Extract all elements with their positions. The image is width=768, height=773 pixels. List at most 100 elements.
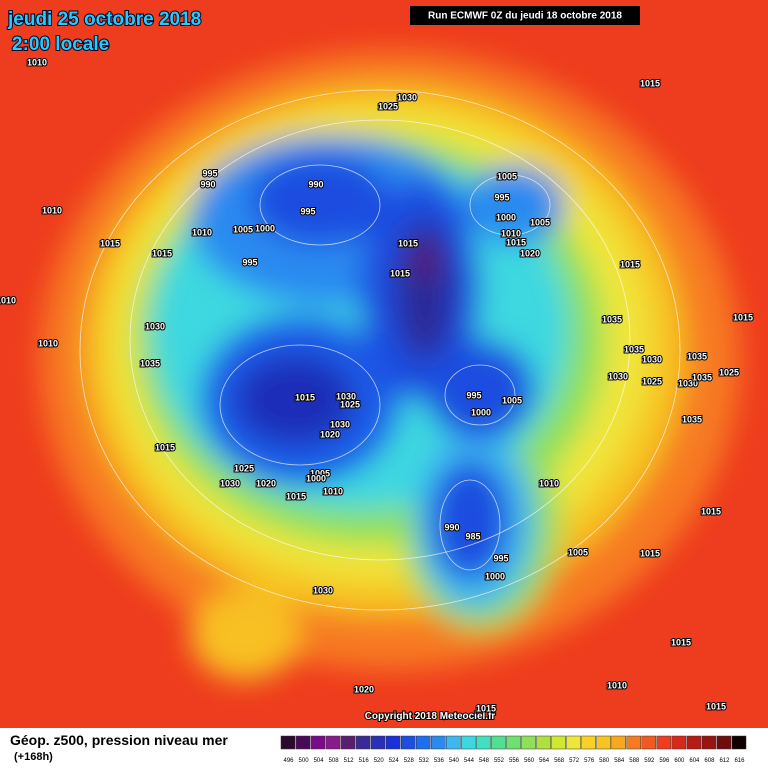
pressure-label: 1000: [255, 223, 275, 233]
legend-value: 524: [389, 758, 400, 764]
legend-value: 572: [569, 758, 580, 764]
legend-value: 592: [644, 758, 655, 764]
legend-swatch: [355, 735, 371, 750]
pressure-label: 995: [493, 553, 508, 563]
legend-value: 540: [449, 758, 460, 764]
pressure-label: 1035: [624, 344, 644, 354]
legend-swatch: [611, 735, 626, 750]
pressure-label: 1010: [27, 57, 47, 67]
legend-value: 584: [614, 758, 625, 764]
pressure-label: 1025: [719, 367, 739, 377]
lead-time: (+168h): [14, 751, 53, 763]
pressure-label: 1005: [568, 547, 588, 557]
legend-swatch: [385, 735, 401, 750]
pressure-label: 1015: [640, 548, 660, 558]
legend-swatch: [370, 735, 386, 750]
pressure-label: 995: [466, 390, 481, 400]
pressure-label: 1020: [354, 684, 374, 694]
pressure-label: 1015: [398, 238, 418, 248]
legend-value: 496: [284, 758, 295, 764]
pressure-label: 985: [465, 531, 480, 541]
date: jeudi 25 octobre 2018: [7, 9, 201, 30]
legend-value: 532: [419, 758, 430, 764]
pressure-label: 1010: [323, 486, 343, 496]
pressure-label: 1030: [678, 378, 698, 388]
legend-swatch: [310, 735, 326, 750]
legend-value: 536: [434, 758, 445, 764]
legend-value: 580: [599, 758, 610, 764]
legend-swatch: [551, 735, 566, 750]
pressure-label: 1035: [687, 351, 707, 361]
legend-value: 528: [404, 758, 415, 764]
legend-swatch: [491, 735, 506, 750]
pressure-label: 1015: [152, 248, 172, 258]
pressure-label: 1015: [733, 312, 753, 322]
legend-value: 512: [344, 758, 355, 764]
pressure-label: 1035: [602, 314, 622, 324]
legend-swatch: [716, 735, 732, 750]
legend-swatch: [506, 735, 521, 750]
run-banner: [410, 6, 640, 25]
legend-swatch: [416, 735, 431, 750]
legend-swatch: [431, 735, 446, 750]
run-info: Run ECMWF 0Z du jeudi 18 octobre 2018: [428, 11, 622, 22]
legend-swatch: [401, 735, 416, 750]
legend-value: 596: [659, 758, 670, 764]
legend-swatch: [325, 735, 341, 750]
pressure-label: 1015: [390, 268, 410, 278]
legend-swatch: [446, 735, 461, 750]
pressure-label: 1005: [530, 217, 550, 227]
pressure-label: 1000: [485, 571, 505, 581]
legend-value: 564: [539, 758, 550, 764]
legend-value: 568: [554, 758, 565, 764]
pressure-label: 1030: [642, 354, 662, 364]
legend-value: 548: [479, 758, 490, 764]
pressure-label: 1010: [42, 205, 62, 215]
legend-swatch: [671, 735, 687, 750]
pressure-label: 1010: [607, 680, 627, 690]
pressure-label: 1005: [502, 395, 522, 405]
pressure-label: 995: [300, 206, 315, 216]
pressure-label: 995: [242, 257, 257, 267]
pressure-label: 1025: [340, 399, 360, 409]
legend-swatch: [461, 735, 476, 750]
legend-swatch: [686, 735, 702, 750]
pressure-label: 1030: [220, 478, 240, 488]
pressure-label: 1030: [608, 371, 628, 381]
footer-title: Géop. z500, pression niveau mer: [10, 732, 228, 748]
pressure-label: 990: [444, 522, 459, 532]
pressure-label: 1035: [140, 358, 160, 368]
pressure-label: 1015: [706, 701, 726, 711]
legend-value: 608: [704, 758, 715, 764]
pressure-label: 1015: [620, 259, 640, 269]
pressure-label: 1030: [336, 391, 356, 401]
legend-swatch: [626, 735, 642, 750]
legend-value: 600: [674, 758, 685, 764]
pressure-label: 1010: [501, 228, 521, 238]
pressure-label: 1010: [192, 227, 212, 237]
legend-value: 516: [359, 758, 370, 764]
pressure-label: 1015: [701, 506, 721, 516]
pressure-label: 1015: [476, 703, 496, 713]
pressure-label: 1035: [692, 372, 712, 382]
legend: 496 500 504 508 512 516 520 524 528 532 536 540 544 5…: [280, 735, 747, 764]
legend-value: 616: [734, 758, 745, 764]
pressure-label: 1000: [496, 212, 516, 222]
pressure-label: 1030: [145, 321, 165, 331]
legend-swatch: [656, 735, 672, 750]
copyright: Copyright 2018 Meteociel.fr: [365, 711, 496, 722]
pressure-label: 1015: [506, 237, 526, 247]
pressure-label: 1035: [682, 414, 702, 424]
legend-swatch: [536, 735, 551, 750]
pressure-label: 1015: [286, 491, 306, 501]
pressure-label: 1015: [671, 637, 691, 647]
pressure-label: 1020: [256, 478, 276, 488]
pressure-label: 1025: [234, 463, 254, 473]
pressure-label: 1030: [397, 92, 417, 102]
pressure-label: 990: [308, 179, 323, 189]
legend-value: 556: [509, 758, 520, 764]
legend-value: 520: [374, 758, 385, 764]
pressure-label: 1015: [640, 78, 660, 88]
